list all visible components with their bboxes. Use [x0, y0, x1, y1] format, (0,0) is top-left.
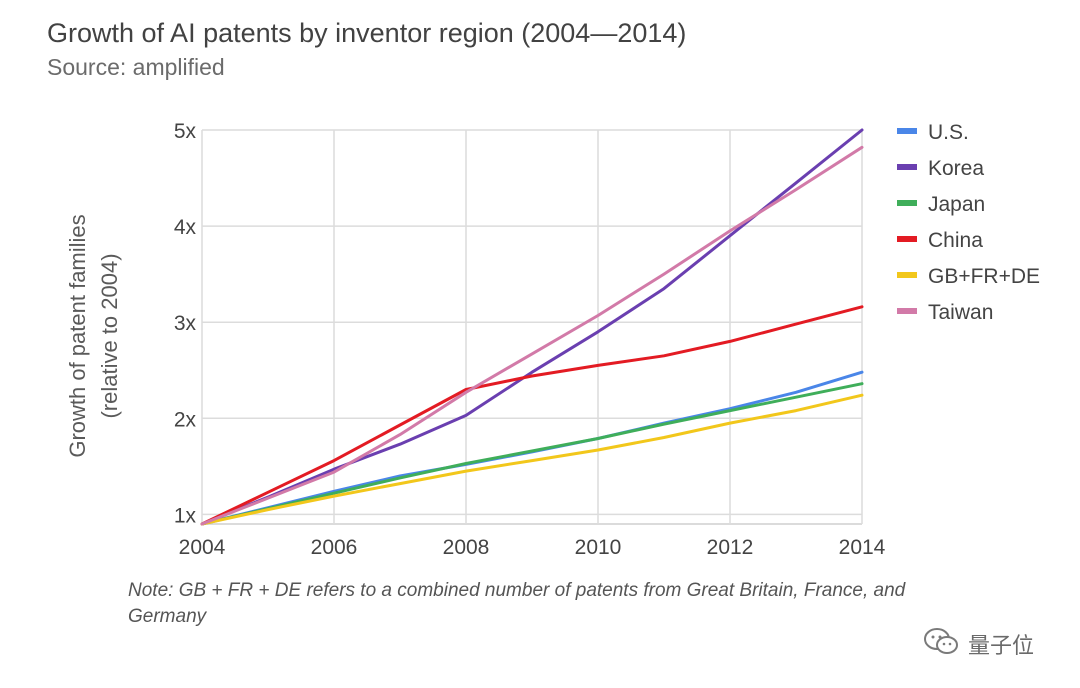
x-tick-label: 2008	[443, 536, 490, 559]
x-tick-label: 2010	[575, 536, 622, 559]
legend-label: Korea	[928, 157, 984, 180]
x-axis-ticks: 2004 2006 2008 2010 2012 2014	[179, 536, 886, 559]
legend-label: U.S.	[928, 121, 969, 144]
legend-swatch	[897, 200, 917, 206]
legend-label: Japan	[928, 193, 985, 216]
y-tick-label: 3x	[174, 312, 197, 335]
series-line-japan	[200, 382, 864, 526]
chart-title: Growth of AI patents by inventor region …	[47, 18, 687, 48]
y-axis-label-line1: Growth of patent families	[65, 214, 90, 457]
legend-swatch	[897, 308, 917, 314]
legend-label: Taiwan	[928, 301, 993, 324]
x-tick-label: 2006	[311, 536, 358, 559]
watermark: 量子位	[922, 626, 1034, 662]
legend-label: China	[928, 229, 983, 252]
y-tick-label: 2x	[174, 408, 197, 431]
x-tick-label: 2004	[179, 536, 226, 559]
chart-legend: U.S. Korea Japan China GB+FR+DE Taiwan	[897, 121, 1040, 324]
legend-swatch	[897, 128, 917, 134]
y-axis-ticks: 1x 2x 3x 4x 5x	[174, 120, 197, 527]
legend-swatch	[897, 164, 917, 170]
x-tick-label: 2012	[707, 536, 754, 559]
series-line-gb-fr-de	[200, 393, 864, 526]
series-line-taiwan	[200, 145, 864, 526]
y-tick-label: 4x	[174, 216, 197, 239]
chart-subtitle: Source: amplified	[47, 54, 225, 80]
legend-swatch	[897, 236, 917, 242]
legend-swatch	[897, 272, 917, 278]
series-line-china	[200, 305, 864, 526]
y-tick-label: 5x	[174, 120, 197, 143]
x-tick-label: 2014	[839, 536, 886, 559]
legend-label: GB+FR+DE	[928, 265, 1040, 288]
y-axis-label-line2: (relative to 2004)	[97, 253, 122, 418]
watermark-text: 量子位	[968, 633, 1035, 658]
chart-note: Note: GB + FR + DE refers to a combined …	[128, 580, 906, 627]
y-tick-label: 1x	[174, 504, 197, 527]
wechat-icon	[922, 626, 960, 662]
chart-series	[200, 128, 864, 526]
series-line-korea	[200, 128, 864, 526]
chart-grid	[201, 129, 863, 525]
